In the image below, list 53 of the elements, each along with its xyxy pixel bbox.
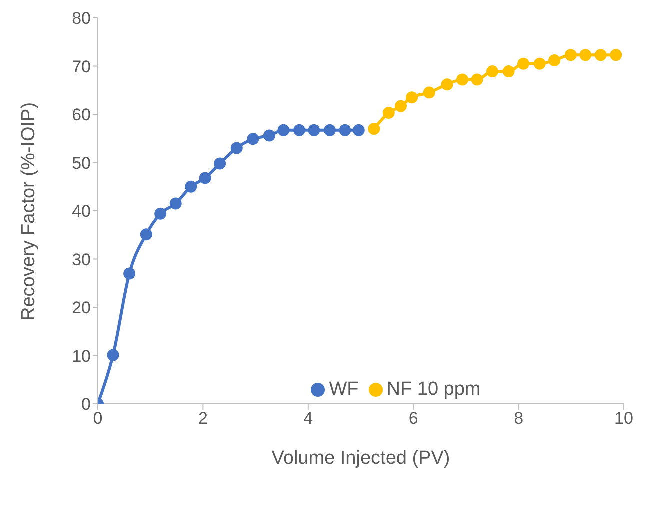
y-tick-label: 60 [72, 106, 91, 125]
point [471, 74, 484, 86]
point [534, 58, 546, 70]
point [486, 66, 498, 78]
y-tick-label: 30 [72, 250, 91, 270]
x-tick-label: 8 [514, 409, 524, 428]
point [610, 49, 622, 62]
y-tick-label: 50 [72, 154, 91, 173]
point [308, 124, 320, 136]
point [406, 92, 418, 104]
y-tick-label: 80 [72, 9, 91, 28]
x-tick-label: 10 [614, 409, 634, 428]
y-tick-label: 0 [82, 395, 91, 414]
point [339, 124, 352, 136]
point [382, 107, 395, 120]
x-tick-label: 4 [304, 409, 314, 428]
point [456, 74, 469, 86]
point [230, 142, 243, 154]
point [293, 124, 306, 136]
point [247, 133, 260, 146]
point [324, 124, 336, 136]
y-tick-label: 70 [72, 57, 91, 76]
point [594, 49, 607, 62]
point [548, 54, 561, 66]
y-axis-title: Recovery Factor (%-IOIP) [18, 102, 40, 321]
point [140, 228, 152, 241]
point [170, 198, 182, 210]
point [263, 130, 276, 142]
point [368, 122, 380, 135]
point [564, 49, 577, 62]
x-tick-label: 2 [198, 409, 208, 428]
point [199, 172, 212, 184]
point [124, 268, 136, 280]
legend-label: NF 10 ppm [386, 379, 481, 400]
point [502, 66, 515, 78]
y-tick-label: 40 [72, 202, 91, 222]
point [278, 124, 290, 136]
y-tick-label: 20 [72, 298, 91, 318]
point [214, 158, 226, 170]
point [107, 349, 120, 362]
point [352, 124, 365, 136]
point [518, 58, 530, 70]
legend-label: WF [329, 379, 359, 400]
point [185, 180, 198, 193]
y-tick-label: 10 [72, 346, 91, 366]
point [394, 100, 407, 112]
point [423, 86, 436, 99]
point [154, 208, 167, 220]
point [580, 49, 592, 62]
x-axis-title: Volume Injected (PV) [272, 448, 450, 469]
x-tick-label: 0 [93, 409, 103, 428]
point [441, 78, 454, 91]
x-tick-label: 6 [408, 409, 418, 428]
